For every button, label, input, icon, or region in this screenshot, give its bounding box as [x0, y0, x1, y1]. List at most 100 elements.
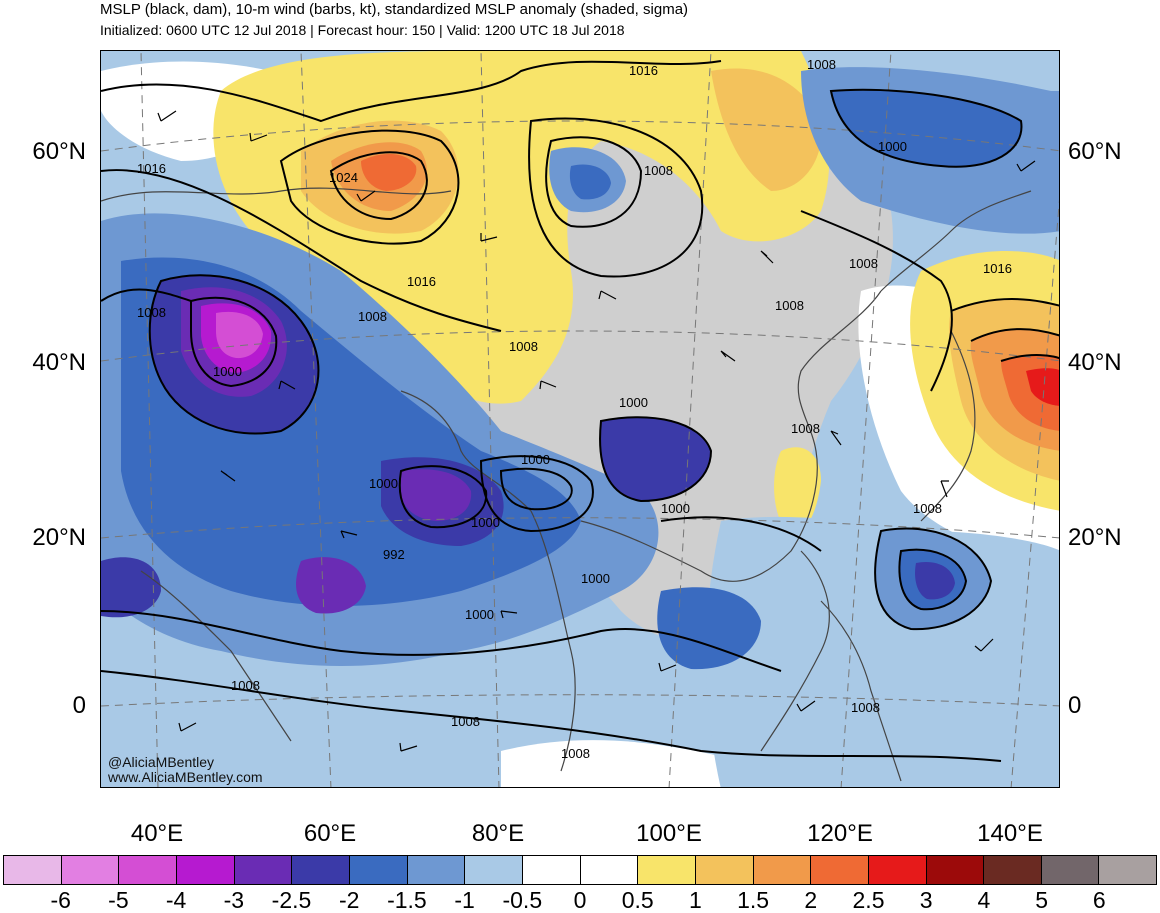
negative-anomaly-siberia-1p5sigma [569, 164, 611, 200]
wind-barbs [157, 110, 1036, 752]
colorbar-tick-label: -2 [338, 887, 360, 913]
colorbar-tick-label: -1.5 [387, 887, 427, 913]
lon-label: 40°E [130, 820, 184, 847]
colorbar-tick-label: 3 [919, 887, 933, 913]
colorbar-swatch [465, 856, 523, 884]
colorbar-swatch [1041, 856, 1100, 884]
contour-label: 1000 [369, 476, 398, 491]
colorbar-swatch [407, 856, 466, 884]
negative-anomaly-scs-1p5sigma [657, 587, 761, 670]
colorbar-swatch [349, 856, 408, 884]
contour-label: 1008 [851, 700, 880, 715]
negative-anomaly-china-2sigma [600, 417, 711, 501]
contour-label: 1008 [791, 421, 820, 436]
lon-label: 140°E [977, 820, 1043, 847]
lon-label: 60°E [303, 820, 357, 847]
contour-label: 1000 [521, 452, 550, 467]
contour-label: 1008 [509, 339, 538, 354]
colorbar-tick-label: 1 [688, 887, 702, 913]
neutral-region-south [501, 740, 741, 787]
contour-label: 1008 [358, 309, 387, 324]
lat-label-right: 60°N [1068, 138, 1122, 165]
colorbar-tick-label: 6 [1092, 887, 1106, 913]
lon-label: 80°E [471, 820, 525, 847]
chart-subtitle: Initialized: 0600 UTC 12 Jul 2018 | Fore… [100, 22, 625, 38]
credit-url: www.AliciaMBentley.com [108, 769, 263, 785]
colorbar-swatch [234, 856, 293, 884]
negative-anomaly-tibet-2p5sigma [401, 469, 472, 521]
colorbar-swatch [638, 856, 696, 884]
negative-anomaly-africa-2sigma [101, 557, 161, 618]
lat-label-left: 20°N [32, 524, 86, 551]
colorbar-tick-label: 2 [804, 887, 818, 913]
colorbar-swatch [695, 856, 754, 884]
contour-label: 1016 [137, 161, 166, 176]
colorbar-tick-label: -1 [454, 887, 475, 913]
colorbar-swatch [984, 856, 1042, 884]
colorbar-tick-label: -3 [223, 887, 245, 913]
contour-label: 1008 [775, 298, 804, 313]
colorbar-tick-label: -6 [50, 887, 71, 913]
lat-label-left: 40°N [32, 349, 86, 376]
contour-label: 1008 [451, 714, 480, 729]
negative-anomaly-northeast-1p5sigma [831, 89, 1022, 167]
colorbar-swatch [61, 856, 120, 884]
positive-anomaly-north-2sigma [361, 154, 417, 191]
contour-label: 1008 [137, 305, 166, 320]
contour-label: 1000 [619, 395, 648, 410]
colorbar-tick-label: -2.5 [271, 887, 312, 913]
contour-label: 1008 [644, 163, 673, 178]
contour-label: 992 [383, 547, 405, 562]
negative-anomaly-pacific-2sigma [915, 561, 955, 600]
chart-title: MSLP (black, dam), 10-m wind (barbs, kt)… [100, 1, 689, 18]
contour-label: 1000 [471, 515, 500, 530]
colorbar-tick-label: -5 [108, 887, 129, 913]
contour-label: 1000 [465, 607, 494, 622]
contour-label: 1016 [983, 261, 1012, 276]
graticule [101, 51, 1059, 787]
colorbar-tick-label: 0.5 [621, 887, 654, 913]
lat-label-right: 40°N [1068, 349, 1122, 376]
colorbar-swatch [580, 856, 639, 884]
contour-label: 1008 [807, 57, 836, 72]
negative-anomaly-arabia-2p5sigma [296, 557, 366, 614]
contour-labels: 1016 1008 1024 1016 1008 1008 1000 1016 … [137, 57, 1012, 761]
contour-label: 1016 [407, 274, 436, 289]
colorbar-swatch [292, 856, 350, 884]
credit-handle: @AliciaMBentley [108, 754, 215, 770]
contour-label: 1016 [629, 63, 658, 78]
contour-label: 1008 [913, 501, 942, 516]
colorbar-swatch [926, 856, 985, 884]
lat-label-right: 20°N [1068, 524, 1122, 551]
colorbar-swatch [176, 856, 235, 884]
colorbar-swatch [4, 856, 62, 884]
colorbar-tick-label: 5 [1035, 887, 1048, 913]
contour-label: 1008 [231, 678, 260, 693]
lon-label: 120°E [807, 820, 873, 847]
map-panel: 1016 1008 1024 1016 1008 1008 1000 1016 … [100, 50, 1060, 788]
colorbar-swatch [753, 856, 812, 884]
lat-label-left: 0 [72, 692, 86, 719]
colorbar-tick-label: 4 [977, 887, 991, 913]
contour-label: 1000 [878, 139, 907, 154]
colorbar [3, 855, 1157, 885]
colorbar-tick-label: 0 [573, 887, 587, 913]
colorbar-swatch [522, 856, 581, 884]
colorbar-swatch [868, 856, 927, 884]
colorbar-swatch [1099, 856, 1157, 884]
colorbar-swatch [811, 856, 869, 884]
colorbar-tick-label: -4 [165, 887, 187, 913]
colorbar-tick-label: 2.5 [852, 887, 885, 913]
colorbar-tick-label: -0.5 [502, 887, 543, 913]
colorbar-swatch [119, 856, 177, 884]
contour-label: 1008 [849, 256, 878, 271]
contour-label: 1000 [581, 571, 610, 586]
contour-label: 1024 [329, 170, 358, 185]
coastlines [101, 187, 1032, 782]
mslp-contours [101, 60, 1059, 762]
positive-anomaly-northeast [711, 68, 822, 191]
anomaly-map: 1016 1008 1024 1016 1008 1008 1000 1016 … [101, 51, 1059, 787]
lat-label-left: 60°N [32, 138, 86, 165]
colorbar-tick-label: 1.5 [737, 887, 770, 913]
contour-label: 1008 [561, 746, 590, 761]
